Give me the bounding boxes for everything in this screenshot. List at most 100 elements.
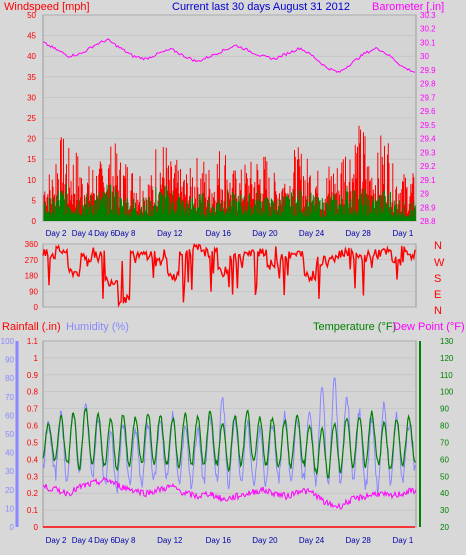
compass-e: E — [434, 289, 441, 301]
baro-tick-label: 29.4 — [420, 135, 436, 144]
humidity-series — [42, 377, 417, 494]
rain-tick-label: 0.9 — [27, 371, 39, 380]
compass-n-bottom: N — [434, 305, 442, 317]
humidity-tick-label: 70 — [5, 393, 14, 402]
day-label-bottom: Day 12 — [157, 536, 183, 545]
temp-tick-label: 120 — [440, 354, 454, 363]
rain-tick-label: 0.5 — [27, 438, 39, 447]
baro-tick-label: 28.8 — [420, 217, 436, 226]
baro-tick-label: 29.5 — [420, 121, 436, 130]
barometer-series — [42, 38, 416, 73]
baro-tick-label: 29.9 — [420, 66, 436, 75]
wind-axis-label: Windspeed [mph] — [4, 1, 90, 13]
wind-tick-label: 15 — [27, 155, 36, 164]
baro-tick-label: 30.2 — [420, 25, 436, 34]
day-label-top: Day 4 — [72, 229, 93, 238]
temp-tick-label: 40 — [440, 489, 449, 498]
baro-tick-label: 30.3 — [420, 11, 436, 20]
wind-tick-label: 20 — [27, 135, 36, 144]
humidity-tick-label: 0 — [10, 523, 15, 532]
rain-tick-label: 1 — [34, 354, 39, 363]
wind-tick-label: 40 — [27, 52, 36, 61]
baro-tick-label: 29.1 — [420, 176, 436, 185]
day-label-bottom: Day 4 — [72, 536, 93, 545]
day-label-bottom: Day 6 — [94, 536, 115, 545]
humidity-axis-label: Humidity (%) — [66, 321, 129, 333]
day-label-top: Day 24 — [299, 229, 325, 238]
temp-tick-label: 80 — [440, 422, 449, 431]
day-label-top: Day 8 — [115, 229, 136, 238]
compass-w: W — [434, 257, 445, 269]
baro-tick-label: 29.2 — [420, 162, 436, 171]
day-label-top: Day 6 — [94, 229, 115, 238]
temperature-axis-label: Temperature (°F) — [313, 321, 396, 333]
humidity-tick-label: 60 — [5, 411, 14, 420]
humidity-tick-label: 90 — [5, 356, 14, 365]
day-label-bottom: Day 8 — [115, 536, 136, 545]
temp-tick-label: 50 — [440, 472, 449, 481]
wind-tick-label: 5 — [32, 196, 37, 205]
day-label-bottom: Day 20 — [252, 536, 278, 545]
rain-tick-label: 0.8 — [27, 388, 39, 397]
compass-s: S — [434, 273, 441, 285]
temp-tick-label: 30 — [440, 506, 449, 515]
chart-title: Current last 30 days August 31 2012 — [172, 1, 350, 13]
day-label-bottom: Day 1 — [392, 536, 413, 545]
humidity-tick-label: 40 — [5, 449, 14, 458]
temp-tick-label: 20 — [440, 523, 449, 532]
rain-axis-label: Rainfall (.in) — [2, 321, 61, 333]
compass-n-top: N — [434, 240, 442, 252]
wind-tick-label: 0 — [32, 217, 37, 226]
temp-tick-label: 110 — [440, 371, 453, 380]
direction-tick-label: 270 — [25, 256, 39, 265]
wind-tick-label: 45 — [27, 32, 36, 41]
rain-tick-label: 0.6 — [27, 422, 39, 431]
rain-tick-label: 0.7 — [27, 405, 39, 414]
wind-average-series — [43, 184, 416, 221]
humidity-tick-label: 80 — [5, 374, 14, 383]
baro-tick-label: 29 — [420, 190, 429, 199]
wind-tick-label: 10 — [27, 176, 36, 185]
baro-tick-label: 30.1 — [420, 38, 436, 47]
rain-tick-label: 0.1 — [27, 506, 39, 515]
rain-tick-label: 1.1 — [27, 337, 39, 346]
humidity-tick-label: 30 — [5, 467, 14, 476]
day-label-bottom: Day 16 — [206, 536, 232, 545]
baro-tick-label: 29.8 — [420, 80, 436, 89]
rain-tick-label: 0.3 — [27, 472, 39, 481]
day-label-top: Day 16 — [206, 229, 232, 238]
day-label-top: Day 12 — [157, 229, 183, 238]
direction-tick-label: 0 — [34, 303, 39, 312]
baro-tick-label: 29.7 — [420, 93, 436, 102]
humidity-tick-label: 20 — [5, 486, 14, 495]
baro-axis-label: Barometer [.in] — [372, 1, 444, 13]
rain-tick-label: 0.4 — [27, 455, 39, 464]
humidity-tick-label: 10 — [5, 504, 14, 513]
humidity-tick-label: 50 — [5, 430, 14, 439]
temp-plot-area — [42, 340, 417, 528]
wind-tick-label: 50 — [27, 11, 36, 20]
baro-tick-label: 29.3 — [420, 148, 436, 157]
direction-tick-label: 360 — [25, 240, 39, 249]
dewpoint-series — [42, 476, 417, 510]
day-label-top: Day 2 — [46, 229, 67, 238]
direction-tick-label: 90 — [29, 287, 38, 296]
day-label-bottom: Day 2 — [46, 536, 67, 545]
wind-tick-label: 30 — [27, 93, 36, 102]
day-label-top: Day 1 — [392, 229, 413, 238]
day-label-top: Day 20 — [252, 229, 278, 238]
wind-direction-series — [42, 242, 416, 308]
day-label-bottom: Day 28 — [346, 536, 372, 545]
rain-tick-label: 0 — [34, 523, 39, 532]
dewpoint-axis-label: Dew Point (°F) — [393, 321, 465, 333]
wind-tick-label: 25 — [27, 114, 36, 123]
day-label-bottom: Day 24 — [299, 536, 325, 545]
temp-tick-label: 70 — [440, 438, 449, 447]
baro-tick-label: 29.6 — [420, 107, 436, 116]
temp-tick-label: 60 — [440, 455, 449, 464]
wind-tick-label: 35 — [27, 73, 36, 82]
humidity-tick-label: 100 — [1, 337, 15, 346]
temp-tick-label: 100 — [440, 388, 454, 397]
